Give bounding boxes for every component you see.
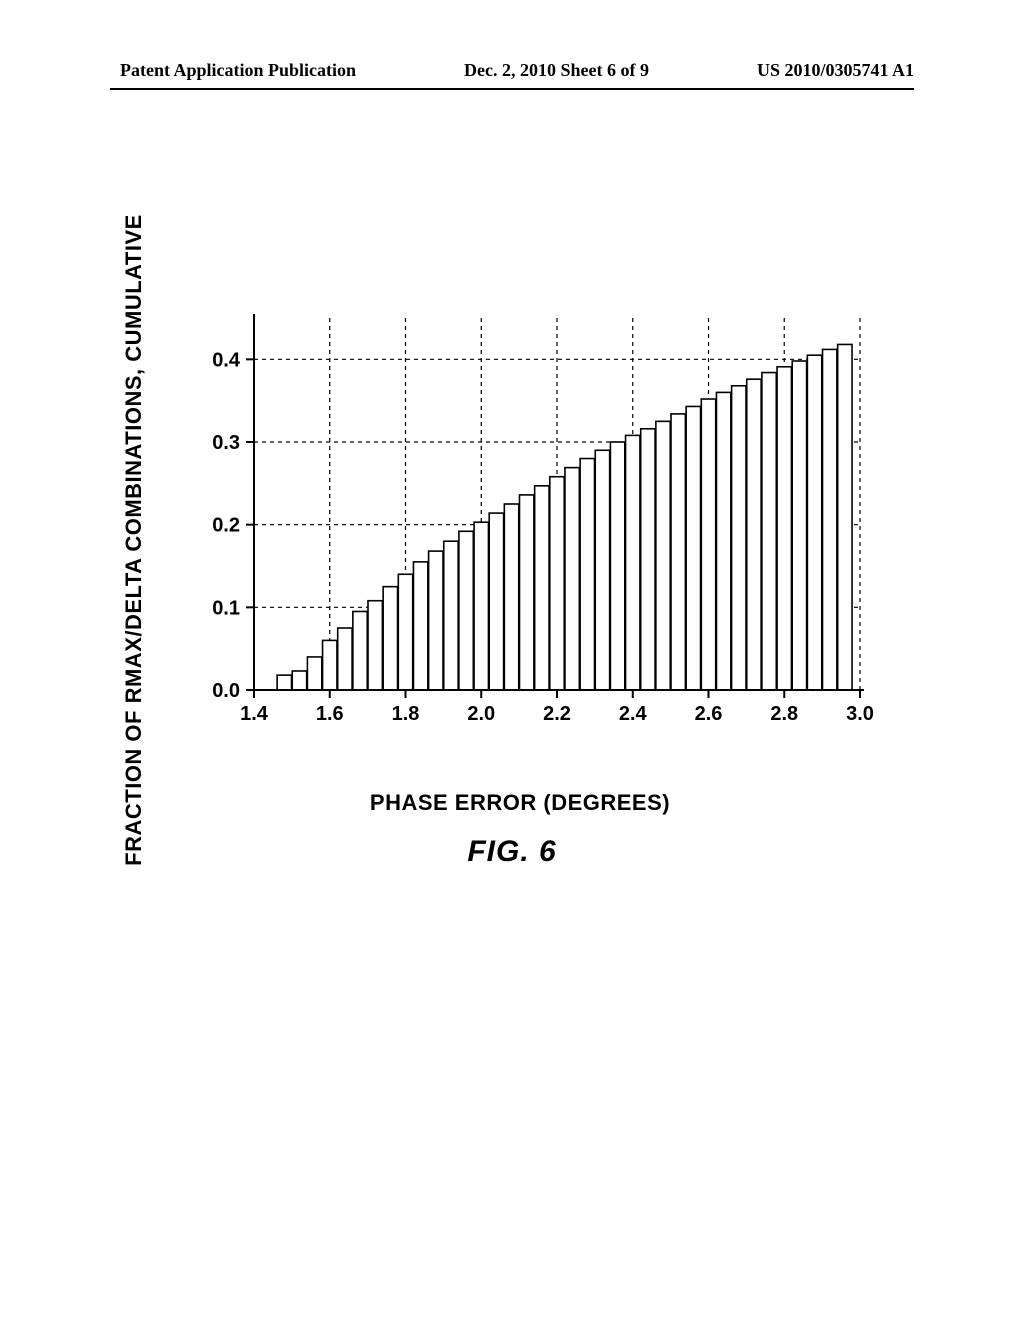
x-axis-label: PHASE ERROR (DEGREES) xyxy=(370,790,670,816)
svg-text:0.1: 0.1 xyxy=(212,597,240,619)
page-header: Patent Application Publication Dec. 2, 2… xyxy=(0,60,1024,81)
svg-text:0.3: 0.3 xyxy=(212,432,240,454)
svg-text:1.8: 1.8 xyxy=(392,703,420,725)
svg-text:3.0: 3.0 xyxy=(846,703,874,725)
figure-6: FRACTION OF RMAX/DELTA COMBINATIONS, CUM… xyxy=(160,310,880,770)
y-axis-label: FRACTION OF RMAX/DELTA COMBINATIONS, CUM… xyxy=(121,214,147,866)
svg-text:0.2: 0.2 xyxy=(212,515,240,537)
header-rule xyxy=(110,88,914,90)
svg-text:0.4: 0.4 xyxy=(212,349,241,371)
svg-text:1.4: 1.4 xyxy=(240,703,269,725)
svg-text:2.0: 2.0 xyxy=(467,703,495,725)
header-left: Patent Application Publication xyxy=(120,60,356,81)
svg-text:1.6: 1.6 xyxy=(316,703,344,725)
svg-text:2.6: 2.6 xyxy=(695,703,723,725)
figure-caption: FIG. 6 xyxy=(467,835,556,869)
svg-text:2.4: 2.4 xyxy=(619,703,648,725)
svg-text:2.8: 2.8 xyxy=(770,703,798,725)
svg-text:0.0: 0.0 xyxy=(212,680,240,702)
header-right: US 2010/0305741 A1 xyxy=(757,60,914,81)
svg-text:2.2: 2.2 xyxy=(543,703,571,725)
header-center: Dec. 2, 2010 Sheet 6 of 9 xyxy=(464,60,649,81)
bar-chart: 1.4 1.6 1.8 2.0 2.2 2.4 2.6 2.8 3.0 0.0 0.1 0.2 0.3 0… xyxy=(160,310,880,770)
patent-page: Patent Application Publication Dec. 2, 2… xyxy=(0,0,1024,1320)
